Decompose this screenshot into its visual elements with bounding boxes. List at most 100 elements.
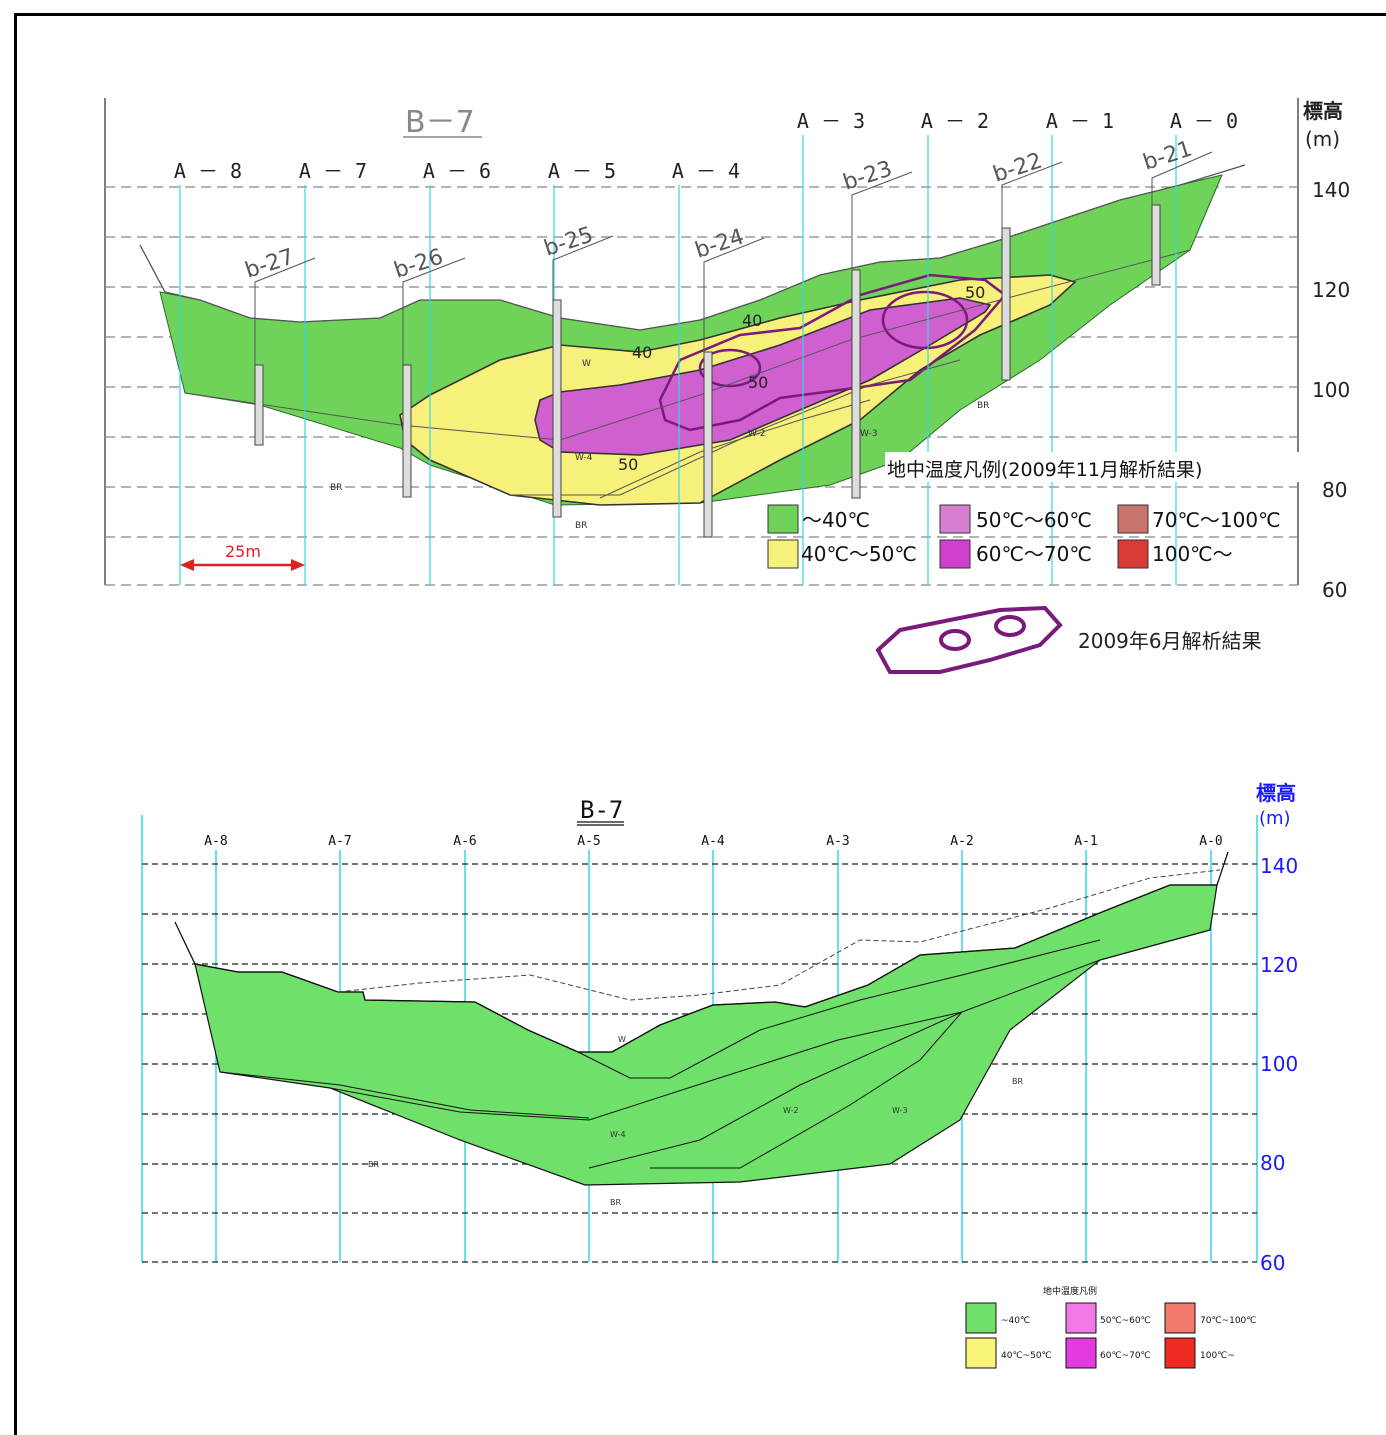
june-legend-ring <box>994 615 1026 637</box>
elevation-tick: 120 <box>1312 278 1350 302</box>
legend-swatch <box>1164 1302 1196 1334</box>
top-section: A － 8 A － 7 A － 6 A － 5 A － 4 A － 3 A － … <box>104 98 1350 674</box>
legend-label: 60℃～70℃ <box>976 542 1092 566</box>
top-layer-lines <box>184 249 1191 499</box>
borehole-label: b-27 <box>242 245 297 284</box>
elevation-tick: 140 <box>1312 178 1350 202</box>
legend-label: 50℃～60℃ <box>976 508 1092 532</box>
top-col-label: A － 2 <box>921 109 989 133</box>
legend-label: 100℃~ <box>1200 1351 1235 1361</box>
top-elevation-axis: 標高 (m) 140 120 100 80 60 <box>1303 99 1350 602</box>
legend-swatch <box>767 539 799 569</box>
bottom-column-labels: A-8 A-7 A-6 A-5 A-4 A-3 A-2 A-1 A-0 <box>204 834 1222 849</box>
top-col-label: A － 4 <box>672 159 740 183</box>
elevation-axis-label: 標高 <box>1303 99 1343 123</box>
legend-label: ~40℃ <box>1001 1316 1030 1326</box>
elevation-axis-unit: (m) <box>1305 127 1340 151</box>
bottom-zone-below-40 <box>194 884 1218 1186</box>
elevation-tick: 80 <box>1260 1151 1285 1175</box>
legend-swatch <box>1065 1302 1097 1334</box>
unit-label: BR <box>1012 1077 1023 1086</box>
legend-swatch <box>1164 1337 1196 1369</box>
elevation-tick: 100 <box>1260 1052 1298 1076</box>
legend-swatch <box>1065 1337 1097 1369</box>
contour-label: 50 <box>618 455 638 474</box>
bottom-legend: 地中温度凡例 ~40℃ 40℃~50℃ 50℃~60℃ 60℃~70℃ 70℃~… <box>965 1285 1256 1369</box>
contour-label: 40 <box>742 311 762 330</box>
bottom-previous-surface <box>337 869 1221 1001</box>
legend-label: 40℃~50℃ <box>1001 1351 1052 1361</box>
contour-label: 40 <box>632 343 652 362</box>
top-col-label: A － 6 <box>423 159 491 183</box>
top-contour-labels: 40 40 50 50 50 <box>618 283 985 474</box>
bottom-col-label: A-3 <box>826 834 849 849</box>
borehole-label: b-24 <box>692 225 747 264</box>
bottom-section: A-8 A-7 A-6 A-5 A-4 A-3 A-2 A-1 A-0 B-7 … <box>141 781 1298 1369</box>
bottom-col-label: A-5 <box>577 834 600 849</box>
top-col-label: A － 7 <box>299 159 367 183</box>
top-col-label: A － 1 <box>1046 109 1114 133</box>
bottom-elevation-axis: 標高 (m) 140 120 100 80 60 <box>1256 781 1298 1275</box>
june-legend: 2009年6月解析結果 <box>875 605 1262 674</box>
top-col-label: A － 3 <box>797 109 865 133</box>
bottom-col-label: A-4 <box>701 834 725 849</box>
unit-label: W-2 <box>783 1106 799 1115</box>
top-ground-surface <box>139 164 1246 331</box>
june-legend-ring <box>939 629 971 651</box>
bottom-ground-surface <box>174 851 1229 1053</box>
scale-label: 25m <box>225 542 261 561</box>
legend-label: 70℃~100℃ <box>1200 1316 1256 1326</box>
scale-bar: 25m <box>180 542 305 571</box>
unit-label: W-3 <box>860 429 878 439</box>
borehole-label: b-22 <box>990 149 1045 188</box>
top-legend: 地中温度凡例(2009年11月解析結果) ～40℃ 40℃～50℃ 50℃～60… <box>767 452 1299 569</box>
unit-label: BR <box>330 483 342 493</box>
legend-label: 70℃～100℃ <box>1152 508 1281 532</box>
bottom-col-label: A-6 <box>453 834 476 849</box>
legend-label: 40℃～50℃ <box>801 542 917 566</box>
unit-label: BR <box>575 521 587 531</box>
top-col-label: A － 5 <box>548 159 616 183</box>
june-legend-label: 2009年6月解析結果 <box>1078 629 1262 653</box>
unit-label: W-4 <box>610 1130 626 1139</box>
elevation-axis-unit: (m) <box>1259 808 1291 829</box>
page-frame <box>14 13 1386 1435</box>
unit-label: W <box>582 359 591 369</box>
top-legend-title: 地中温度凡例(2009年11月解析結果) <box>887 459 1202 481</box>
elevation-tick: 140 <box>1260 854 1298 878</box>
june-legend-shape <box>875 605 1063 674</box>
elevation-axis-label: 標高 <box>1256 781 1296 805</box>
june-2009-outline <box>658 273 1007 432</box>
legend-swatch <box>767 504 799 534</box>
unit-label: W-4 <box>575 453 593 463</box>
elevation-tick: 60 <box>1260 1251 1285 1275</box>
bottom-col-label: A-2 <box>950 834 973 849</box>
bottom-unit-labels: W W-2 W-3 W-4 BR BR BR <box>368 1035 1023 1207</box>
elevation-tick: 120 <box>1260 953 1298 977</box>
legend-swatch <box>939 504 971 534</box>
bottom-col-label: A-7 <box>328 834 351 849</box>
unit-label: BR <box>610 1198 621 1207</box>
elevation-tick: 80 <box>1322 478 1347 502</box>
unit-label: W <box>618 1035 626 1044</box>
bottom-col-label: A-8 <box>204 834 227 849</box>
legend-swatch <box>939 539 971 569</box>
elevation-tick: 100 <box>1312 378 1350 402</box>
bottom-col-label: A-1 <box>1074 834 1097 849</box>
june-inner-ring-1 <box>698 348 762 388</box>
borehole-label: b-23 <box>840 157 895 196</box>
top-section-title: B－7 <box>405 105 475 140</box>
borehole-label: b-25 <box>541 223 596 262</box>
top-unit-labels: BR BR BR W W-2 W-3 W-4 <box>330 359 989 531</box>
legend-swatch <box>965 1302 997 1334</box>
legend-swatch <box>1117 539 1149 569</box>
borehole-label: b-21 <box>1140 137 1195 176</box>
legend-label: ～40℃ <box>802 508 870 532</box>
unit-label: BR <box>977 401 989 411</box>
elevation-tick: 60 <box>1322 578 1347 602</box>
borehole-label: b-26 <box>391 245 446 284</box>
bottom-legend-title: 地中温度凡例 <box>1043 1285 1097 1297</box>
bottom-col-label: A-0 <box>1199 834 1222 849</box>
unit-label: BR <box>368 1160 379 1169</box>
